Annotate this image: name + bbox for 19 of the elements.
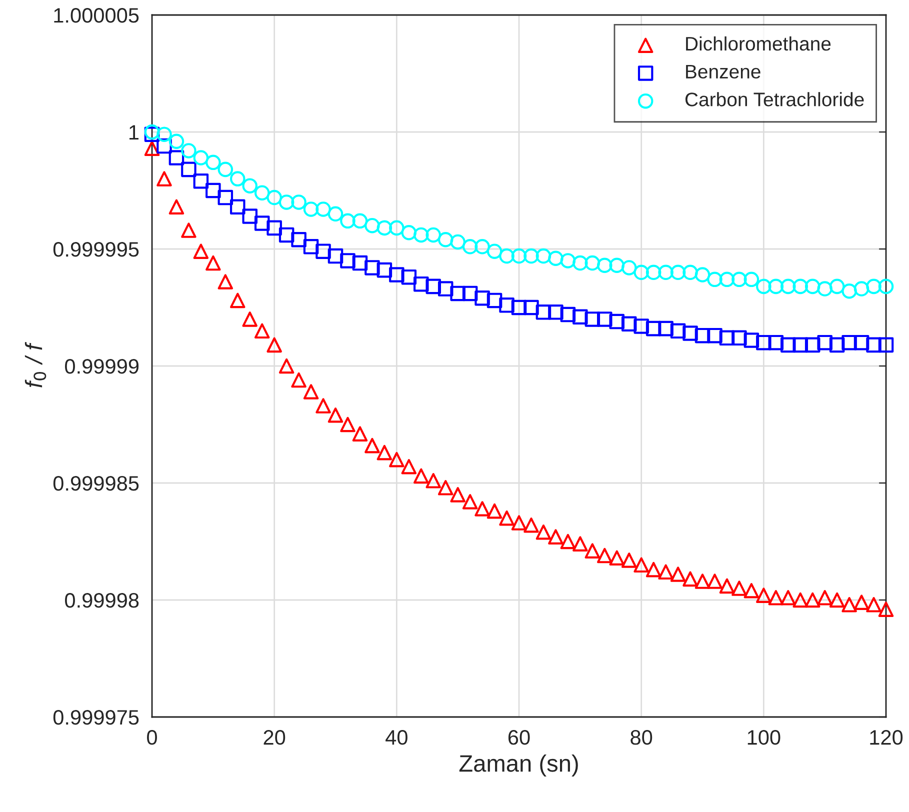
x-axis-title: Zaman (sn)	[459, 754, 578, 776]
y-tick-label: 0.999995	[53, 242, 139, 257]
y-tick-label: 0.99998	[65, 593, 139, 608]
legend-label: Benzene	[686, 64, 760, 79]
x-tick-label: 60	[508, 730, 530, 745]
y-tick-label: 0.99999	[65, 359, 139, 374]
y-tick-label: 1.000005	[54, 8, 139, 23]
legend-label: Dichloromethane	[686, 36, 831, 51]
y-tick-label: 0.999985	[53, 476, 139, 491]
x-tick-label: 20	[264, 730, 286, 745]
x-tick-label: 100	[748, 730, 780, 745]
x-tick-label: 120	[870, 730, 903, 745]
x-tick-label: 40	[386, 730, 408, 745]
x-tick-label: 80	[630, 730, 652, 745]
y-tick-label: 0.999975	[53, 710, 139, 725]
y-axis-title: f$_{0}$ / f	[24, 342, 46, 388]
x-tick-label: 0	[147, 730, 157, 745]
y-tick-label: 1	[130, 125, 138, 140]
legend-label: Carbon Tetrachloride	[685, 92, 864, 106]
